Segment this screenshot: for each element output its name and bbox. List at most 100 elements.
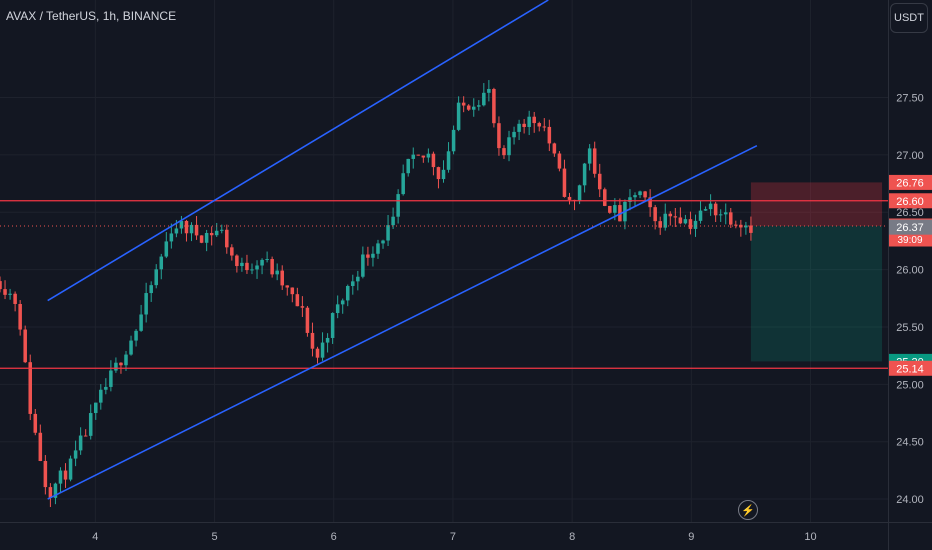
candle-up	[451, 129, 456, 152]
candle-up	[265, 259, 269, 261]
candle-up	[330, 313, 335, 338]
candle-down	[230, 247, 234, 256]
candle-up	[99, 389, 103, 403]
candle-down	[597, 173, 602, 190]
currency-label: USDT	[894, 12, 924, 24]
candle-down	[245, 262, 249, 271]
candle-up	[361, 254, 365, 277]
candle-up	[471, 106, 476, 110]
time-tick-label: 8	[569, 531, 575, 543]
candle-down	[300, 306, 305, 308]
candle-down	[23, 329, 27, 363]
candle-up	[698, 210, 703, 221]
candle-up	[386, 225, 390, 241]
price-tick-label: 25.00	[896, 379, 924, 391]
candle-up	[214, 230, 219, 236]
price-tick-label: 27.00	[896, 150, 924, 162]
candle-up	[179, 220, 184, 229]
price-label-text: 26.60	[896, 196, 924, 208]
lightning-icon[interactable]: ⚡	[738, 500, 758, 520]
candle-down	[83, 435, 88, 437]
position-stop-zone	[750, 182, 883, 227]
candle-up	[638, 191, 642, 196]
time-tick-label: 10	[804, 531, 816, 543]
candle-down	[0, 281, 2, 290]
position-target-zone	[750, 226, 883, 362]
price-label-bg	[889, 360, 932, 376]
price-label-level: 26.60	[889, 193, 932, 209]
candle-up	[53, 483, 58, 498]
candle-down	[119, 362, 123, 366]
price-tick-label: 27.50	[896, 93, 924, 105]
candle-up	[703, 209, 708, 211]
candle-down	[225, 229, 229, 248]
candle-up	[114, 362, 118, 371]
candle-down	[658, 221, 662, 228]
candle-up	[104, 386, 108, 390]
price-label-bg	[889, 174, 932, 190]
candle-up	[517, 123, 521, 132]
candle-up	[487, 89, 491, 93]
candle-down	[366, 254, 370, 258]
candle-up	[577, 185, 582, 201]
candle-up	[376, 243, 380, 254]
candle-down	[305, 307, 310, 333]
currency-button[interactable]: USDT	[890, 3, 928, 33]
price-label-gray: 26.37	[889, 219, 932, 235]
candle-down	[713, 203, 718, 216]
candle-down	[502, 148, 506, 156]
candle-up	[260, 259, 264, 266]
candle-up	[381, 240, 385, 244]
time-tick-label: 5	[211, 531, 217, 543]
candle-down	[416, 154, 421, 156]
candle-up	[456, 102, 461, 130]
candle-down	[295, 294, 300, 307]
candle-down	[552, 143, 557, 154]
candle-up	[708, 203, 713, 210]
candle-up	[204, 232, 209, 243]
price-label-level: 25.14	[889, 360, 932, 376]
candle-down	[235, 255, 239, 267]
price-label-text: 26.37	[896, 222, 924, 234]
candle-down	[18, 303, 22, 330]
candle-up	[683, 219, 688, 224]
candle-down	[567, 196, 572, 200]
candle-down	[643, 191, 647, 198]
candle-down	[668, 213, 673, 217]
price-label-text: 25.14	[896, 363, 924, 375]
candle-down	[557, 153, 562, 169]
candle-up	[320, 342, 325, 358]
price-label-text: 26.76	[896, 177, 924, 189]
candle-up	[744, 225, 748, 228]
time-tick-label: 6	[331, 531, 337, 543]
candle-down	[592, 148, 597, 174]
candle-up	[406, 158, 410, 174]
price-tick-label: 26.50	[896, 207, 924, 219]
candle-up	[718, 214, 723, 216]
candle-up	[482, 92, 486, 106]
candle-down	[33, 413, 38, 433]
candle-up	[144, 293, 148, 315]
candle-down	[522, 123, 526, 127]
candle-up	[587, 148, 592, 164]
candle-down	[184, 220, 189, 234]
candle-down	[280, 270, 284, 286]
candle-up	[512, 131, 516, 138]
candle-down	[421, 155, 426, 158]
price-tick-label: 25.50	[896, 322, 924, 334]
candle-down	[461, 102, 466, 106]
candle-down	[63, 470, 68, 480]
candle-up	[164, 241, 169, 257]
candle-up	[139, 314, 143, 331]
candle-up	[628, 197, 632, 202]
candle-up	[582, 163, 587, 186]
price-tick-label: 24.50	[896, 437, 924, 449]
candle-up	[507, 137, 511, 156]
candle-down	[542, 126, 547, 128]
candle-down	[729, 212, 733, 225]
candle-up	[325, 337, 330, 343]
time-tick-label: 7	[450, 531, 456, 543]
candle-up	[124, 354, 128, 366]
candle-up	[58, 470, 63, 484]
